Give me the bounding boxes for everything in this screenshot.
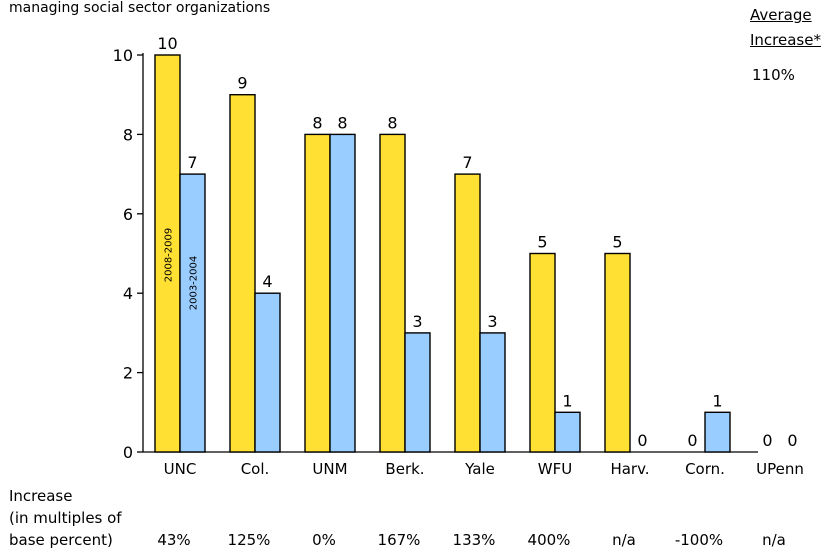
increase-label-line3: base percent) [9, 531, 113, 549]
bar-value-label: 9 [237, 74, 247, 93]
bar-value-label: 5 [537, 233, 547, 252]
bar-2008-2009-Col. [229, 93, 256, 453]
increase-value: n/a [612, 531, 636, 549]
x-tick-label: UPenn [756, 460, 804, 478]
increase-value: n/a [762, 531, 786, 549]
bar-value-label: 0 [787, 431, 797, 450]
increase-value: 167% [378, 531, 421, 549]
bar-2003-2004-UNM [329, 133, 356, 453]
bar-value-label: 5 [612, 233, 622, 252]
bar-value-label: 3 [412, 312, 422, 331]
bar-2003-2004-Corn. [704, 411, 731, 453]
bar-2008-2009-Harv. [604, 252, 631, 453]
bar-2008-2009-UNM [304, 133, 331, 453]
y-tick-label: 10 [113, 46, 133, 65]
y-tick-label: 6 [123, 205, 133, 224]
average-increase-header-line1: Average [750, 6, 812, 24]
bar-value-label: 8 [312, 113, 322, 132]
bar-value-label: 1 [562, 391, 572, 410]
x-tick-label: UNM [312, 460, 347, 478]
increase-value: 125% [228, 531, 271, 549]
bar-value-label: 8 [387, 113, 397, 132]
bar-2008-2009-Berk. [379, 133, 406, 453]
series-label-2008-2009: 2008-2009 [164, 228, 175, 283]
x-tick-label: Harv. [610, 460, 649, 478]
x-tick-label: Berk. [385, 460, 424, 478]
increase-value: 43% [157, 531, 190, 549]
series-label-2003-2004: 2003-2004 [189, 256, 200, 311]
bar-value-label: 7 [462, 153, 472, 172]
bar-2003-2004-Berk. [404, 332, 431, 453]
x-tick-label: WFU [538, 460, 572, 478]
x-tick-label: Col. [241, 460, 270, 478]
increase-label-line2: (in multiples of [9, 509, 122, 527]
increase-value: -100% [675, 531, 723, 549]
bar-value-label: 4 [262, 272, 272, 291]
y-tick-label: 0 [123, 443, 133, 462]
bar-2008-2009-Yale [454, 173, 481, 453]
bar-2003-2004-Col. [254, 292, 281, 453]
increase-value: 133% [453, 531, 496, 549]
y-tick-label: 8 [123, 125, 133, 144]
bar-value-label: 7 [187, 153, 197, 172]
bar-2003-2004-Yale [479, 332, 506, 453]
bar-value-label: 0 [762, 431, 772, 450]
x-tick-label: UNC [164, 460, 197, 478]
bar-value-label: 0 [637, 431, 647, 450]
increase-label-line1: Increase [9, 487, 73, 505]
bar-2003-2004-UNC [179, 173, 206, 453]
average-increase-header-line2: Increase* [750, 31, 821, 49]
bar-value-label: 0 [687, 431, 697, 450]
x-tick-label: Yale [464, 460, 495, 478]
y-tick-label: 2 [123, 364, 133, 383]
average-increase-value: 110% [752, 66, 795, 84]
bar-2008-2009-WFU [529, 252, 556, 453]
chart-subtitle: managing social sector organizations [9, 0, 271, 16]
x-tick-label: Corn. [685, 460, 725, 478]
bar-value-label: 10 [157, 34, 177, 53]
bar-value-label: 1 [712, 391, 722, 410]
bar-value-label: 3 [487, 312, 497, 331]
increase-value: 0% [312, 531, 336, 549]
bar-value-label: 8 [337, 113, 347, 132]
bar-2003-2004-WFU [554, 411, 581, 453]
increase-value: 400% [528, 531, 571, 549]
y-tick-label: 4 [123, 284, 133, 303]
